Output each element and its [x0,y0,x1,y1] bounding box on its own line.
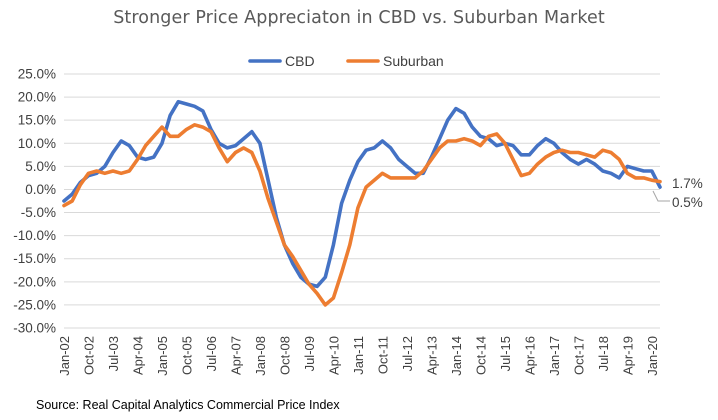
legend-label-cbd: CBD [285,53,315,69]
y-tick-label: -20.0% [13,274,56,289]
legend-label-suburban: Suburban [383,53,444,69]
x-tick-label: Jan-20 [645,336,660,376]
y-tick-label: -30.0% [13,321,56,336]
end-label-suburban: 1.7% [672,176,703,191]
y-tick-label: 0.0% [25,182,56,197]
x-tick-label: Jan-02 [57,336,72,376]
y-tick-label: -5.0% [21,205,56,220]
source-note: Source: Real Capital Analytics Commercia… [36,398,340,412]
x-tick-label: Apr-07 [228,336,243,375]
y-tick-label: -15.0% [13,251,56,266]
y-tick-label: 20.0% [18,90,56,105]
x-tick-label: Oct-11 [375,336,390,374]
x-tick-label: Jul-12 [400,336,415,371]
y-tick-label: 5.0% [25,159,56,174]
chart-title: Stronger Price Appreciaton in CBD vs. Su… [113,8,605,28]
x-tick-label: Jul-06 [204,336,219,371]
y-tick-label: 15.0% [18,113,56,128]
y-tick-label: -25.0% [13,297,56,312]
x-tick-label: Jan-08 [253,336,268,376]
x-tick-label: Oct-02 [81,336,96,375]
x-tick-label: Oct-05 [179,336,194,375]
x-tick-label: Apr-04 [130,336,145,375]
x-tick-label: Oct-08 [277,336,292,375]
x-tick-label: Oct-14 [473,336,488,375]
x-tick-label: Apr-13 [424,336,439,375]
series-line-suburban [62,123,662,307]
x-tick-label: Jan-11 [351,336,366,375]
x-tick-label: Jul-15 [498,336,513,371]
x-tick-label: Apr-16 [522,336,537,375]
x-tick-label: Jul-18 [596,336,611,371]
x-tick-label: Jan-05 [155,336,170,376]
x-tick-label: Jan-17 [547,336,562,376]
end-label-cbd: 0.5% [672,195,703,210]
x-tick-label: Apr-19 [620,336,635,375]
x-tick-label: Jan-14 [449,336,464,376]
y-tick-label: 10.0% [18,136,56,151]
x-tick-label: Oct-17 [571,336,586,375]
x-tick-label: Jul-09 [302,336,317,371]
y-tick-label: 25.0% [18,67,56,82]
x-tick-label: Apr-10 [326,336,341,375]
end-label-leader [652,190,670,202]
y-tick-label: -10.0% [13,228,56,243]
x-tick-label: Jul-03 [106,336,121,371]
